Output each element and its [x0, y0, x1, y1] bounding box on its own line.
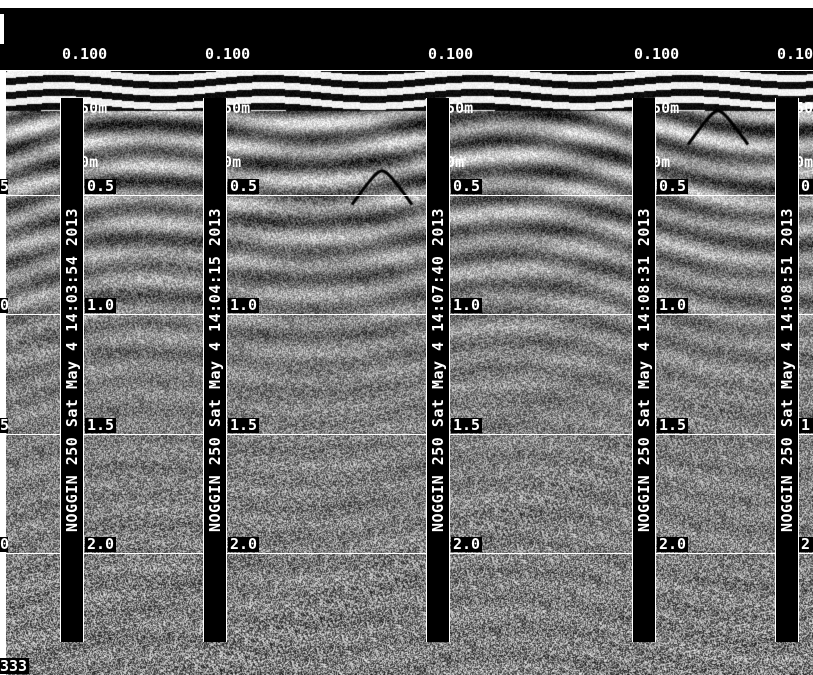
depth-label: 1.0	[657, 296, 689, 314]
header-scale: 0.100	[428, 45, 474, 63]
depth-line-2-0	[6, 553, 813, 554]
depth-label: 0.5	[85, 177, 117, 195]
depth-line-0-5	[6, 195, 813, 196]
left-edge-marker	[0, 14, 4, 44]
trace-info-strip-5: NOGGIN 250 Sat May 4 14:08:51 2013	[775, 98, 799, 642]
edge-depth-label: 5	[0, 179, 8, 194]
depth-label: 1.0	[228, 296, 260, 314]
depth-label: 1.5	[657, 416, 689, 434]
depth-label: 2.0	[85, 535, 117, 553]
trace-info-strip-2: NOGGIN 250 Sat May 4 14:04:15 2013	[203, 98, 227, 642]
depth-label: 0.5	[451, 177, 483, 195]
trace-info-text: NOGGIN 250 Sat May 4 14:08:31 2013	[635, 207, 653, 533]
depth-label: 0.5	[657, 177, 689, 195]
edge-depth-label: 5	[0, 418, 8, 433]
trace-info-strip-4: NOGGIN 250 Sat May 4 14:08:31 2013	[632, 98, 656, 642]
header-scale: 0.100	[634, 45, 680, 63]
depth-line-1-5	[6, 434, 813, 435]
depth-label: 0	[799, 179, 813, 194]
header-bar	[0, 8, 813, 70]
depth-label: 2.0	[228, 535, 260, 553]
trace-info-text: NOGGIN 250 Sat May 4 14:07:40 2013	[429, 207, 447, 533]
depth-label: 1.5	[451, 416, 483, 434]
depth-label: 0.5	[228, 177, 260, 195]
depth-label: 1.5	[228, 416, 260, 434]
edge-depth-label: 0	[0, 537, 8, 552]
depth-label: 1.0	[451, 296, 483, 314]
trace-info-text: NOGGIN 250 Sat May 4 14:04:15 2013	[206, 207, 224, 533]
depth-label: 1.0	[85, 296, 117, 314]
trace-info-strip-1: NOGGIN 250 Sat May 4 14:03:54 2013	[60, 98, 84, 642]
trace-count: 333	[0, 657, 30, 675]
trace-info-text: NOGGIN 250 Sat May 4 14:08:51 2013	[778, 207, 796, 533]
depth-label: 2	[799, 537, 813, 552]
header-scale: 0.100	[62, 45, 108, 63]
depth-line-1-0	[6, 314, 813, 315]
depth-label: 1	[799, 418, 813, 433]
radargram-image	[6, 71, 813, 675]
trace-info-text: NOGGIN 250 Sat May 4 14:03:54 2013	[63, 207, 81, 533]
depth-label: 2.0	[451, 535, 483, 553]
header-scale: 0.10	[777, 45, 813, 63]
trace-info-strip-3: NOGGIN 250 Sat May 4 14:07:40 2013	[426, 98, 450, 642]
header-scale: 0.100	[205, 45, 251, 63]
depth-label: 1.5	[85, 416, 117, 434]
edge-depth-label: 0	[0, 298, 8, 313]
depth-label: 2.0	[657, 535, 689, 553]
